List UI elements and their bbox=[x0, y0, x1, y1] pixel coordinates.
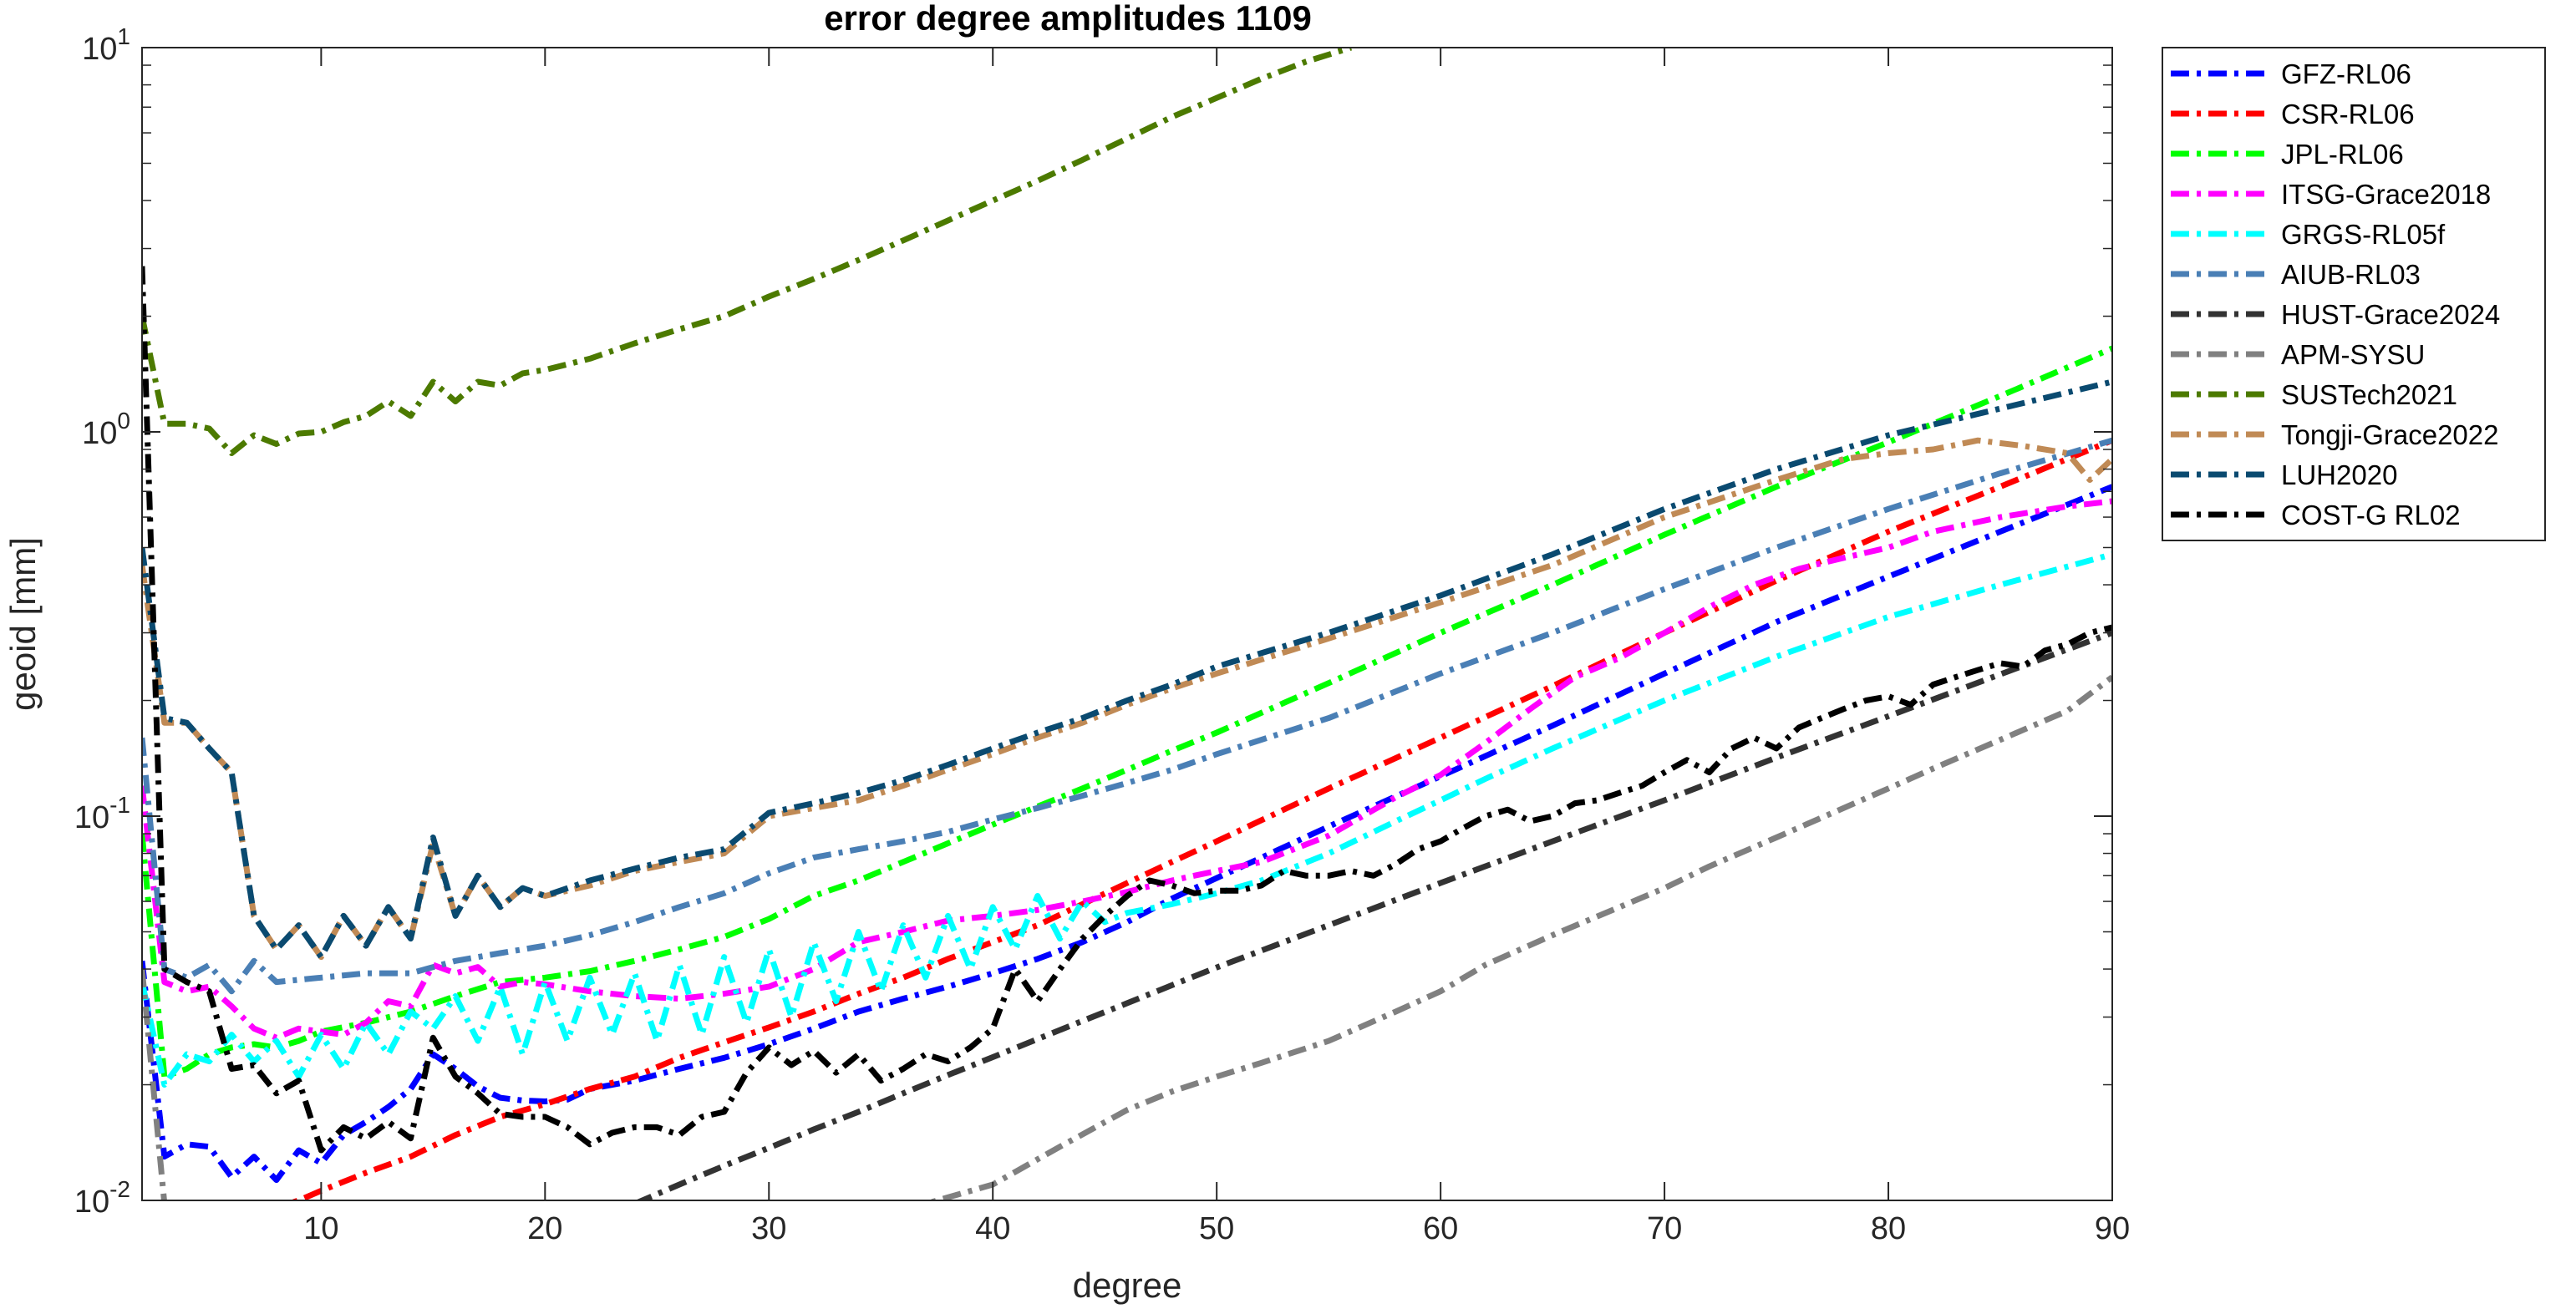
x-tick-label: 40 bbox=[975, 1211, 1010, 1246]
legend: GFZ-RL06 CSR-RL06 JPL-RL06 ITSG-Grace2018 GR… bbox=[2162, 47, 2546, 541]
x-tick-label: 70 bbox=[1647, 1211, 1682, 1246]
series-line-12 bbox=[142, 266, 2112, 1154]
series-line-4 bbox=[142, 498, 2112, 1041]
y-axis-label: geoid [mm] bbox=[3, 537, 43, 711]
series-line-8 bbox=[142, 674, 2112, 1200]
series-line-3 bbox=[142, 345, 2112, 1080]
plot-area bbox=[142, 48, 2112, 1200]
legend-label: AIUB-RL03 bbox=[2281, 259, 2421, 290]
y-tick-label: 100 bbox=[82, 408, 130, 451]
legend-label: COST-G RL02 bbox=[2281, 500, 2461, 530]
legend-label: Tongji-Grace2022 bbox=[2281, 419, 2499, 450]
legend-label: GFZ-RL06 bbox=[2281, 58, 2411, 89]
series-line-5 bbox=[142, 551, 2112, 1088]
legend-label: SUSTech2021 bbox=[2281, 379, 2457, 410]
legend-label: CSR-RL06 bbox=[2281, 99, 2415, 129]
x-tick-label: 20 bbox=[527, 1211, 562, 1246]
x-axis-label: degree bbox=[1073, 1266, 1182, 1305]
plot-frame bbox=[141, 47, 2113, 1201]
x-tick-label: 10 bbox=[303, 1211, 338, 1246]
legend-label: LUH2020 bbox=[2281, 459, 2397, 490]
series-line-2 bbox=[288, 437, 2112, 1200]
y-tick-label: 10-1 bbox=[74, 792, 130, 835]
x-tick-label: 50 bbox=[1199, 1211, 1234, 1246]
x-tick-label: 80 bbox=[1871, 1211, 1906, 1246]
legend-label: APM-SYSU bbox=[2281, 339, 2425, 370]
legend-label: JPL-RL06 bbox=[2281, 139, 2404, 170]
legend-label: ITSG-Grace2018 bbox=[2281, 179, 2491, 210]
legend-label: GRGS-RL05f bbox=[2281, 219, 2446, 250]
legend-box bbox=[2162, 47, 2546, 541]
x-tick-label: 30 bbox=[751, 1211, 786, 1246]
x-tick-label: 60 bbox=[1423, 1211, 1458, 1246]
series-layer bbox=[142, 48, 2112, 1200]
y-tick-label: 101 bbox=[82, 23, 130, 67]
x-tick-label: 90 bbox=[2095, 1211, 2130, 1246]
axes-layer: 10 20 30 40 50 60 70 80 90 10-2 10-1 100 101 bbox=[74, 23, 2130, 1246]
series-line-6 bbox=[142, 437, 2112, 995]
legend-label: HUST-Grace2024 bbox=[2281, 299, 2500, 330]
series-line-1 bbox=[142, 484, 2112, 1184]
series-line-9 bbox=[142, 48, 1353, 456]
series-line-7 bbox=[634, 630, 2112, 1200]
y-tick-label: 10-2 bbox=[74, 1176, 130, 1220]
chart-title: error degree amplitudes 1109 bbox=[824, 0, 1312, 38]
